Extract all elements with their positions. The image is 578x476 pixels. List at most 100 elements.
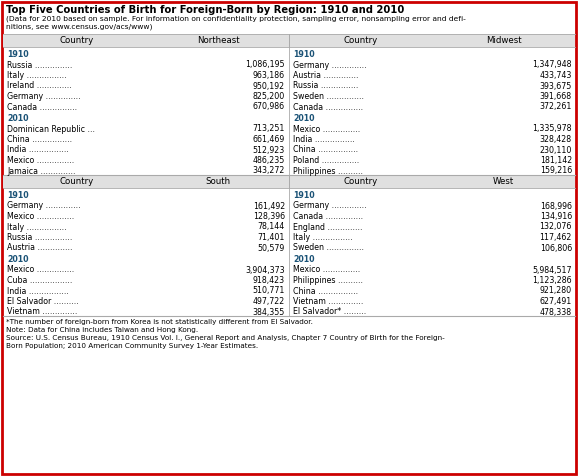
Text: Germany ..............: Germany .............. (7, 201, 80, 210)
Text: Country: Country (343, 36, 377, 45)
Text: Country: Country (60, 177, 94, 186)
Text: Russia ...............: Russia ............... (293, 81, 358, 90)
Text: Note: Data for China includes Taiwan and Hong Kong.: Note: Data for China includes Taiwan and… (6, 327, 198, 333)
Text: 1910: 1910 (293, 191, 314, 200)
Text: 128,396: 128,396 (253, 212, 285, 221)
Text: Northeast: Northeast (197, 36, 239, 45)
Text: India ................: India ................ (293, 135, 355, 144)
Text: *The number of foreign-born from Korea is not statistically different from El Sa: *The number of foreign-born from Korea i… (6, 319, 313, 325)
Text: Russia ...............: Russia ............... (7, 60, 72, 69)
Text: Canada ...............: Canada ............... (293, 102, 363, 111)
Text: 1,123,286: 1,123,286 (532, 276, 572, 285)
Text: Jamaica ..............: Jamaica .............. (7, 167, 76, 176)
Text: 372,261: 372,261 (540, 102, 572, 111)
Text: 1,086,195: 1,086,195 (246, 60, 285, 69)
Text: Born Population; 2010 American Community Survey 1-Year Estimates.: Born Population; 2010 American Community… (6, 343, 258, 349)
Text: 433,743: 433,743 (540, 71, 572, 80)
Text: 106,806: 106,806 (540, 244, 572, 252)
Text: Mexico ...............: Mexico ............... (7, 266, 74, 275)
Text: 921,280: 921,280 (540, 287, 572, 296)
Text: 168,996: 168,996 (540, 201, 572, 210)
Text: 2010: 2010 (7, 114, 28, 123)
Text: Vietnam ..............: Vietnam .............. (7, 307, 77, 317)
Text: Ireland ..............: Ireland .............. (7, 81, 72, 90)
Text: Sweden ...............: Sweden ............... (293, 92, 364, 101)
Text: 661,469: 661,469 (253, 135, 285, 144)
Text: Austria ..............: Austria .............. (293, 71, 358, 80)
Text: 384,355: 384,355 (253, 307, 285, 317)
Text: Country: Country (343, 177, 377, 186)
Text: Mexico ...............: Mexico ............... (293, 266, 360, 275)
Text: India ................: India ................ (7, 146, 69, 155)
Text: 512,923: 512,923 (253, 146, 285, 155)
Text: 1910: 1910 (293, 50, 314, 59)
Bar (3, 34, 575, 47)
Text: 825,200: 825,200 (253, 92, 285, 101)
Text: 510,771: 510,771 (253, 287, 285, 296)
Text: Russia ...............: Russia ............... (7, 233, 72, 242)
Text: 230,110: 230,110 (540, 146, 572, 155)
Text: Philippines ..........: Philippines .......... (293, 276, 363, 285)
Text: India ................: India ................ (7, 287, 69, 296)
Text: 159,216: 159,216 (540, 167, 572, 176)
Text: 134,916: 134,916 (540, 212, 572, 221)
Text: Vietnam ..............: Vietnam .............. (293, 297, 364, 306)
Text: 391,668: 391,668 (540, 92, 572, 101)
Text: Germany ..............: Germany .............. (293, 201, 366, 210)
Text: 181,142: 181,142 (540, 156, 572, 165)
Text: 963,186: 963,186 (253, 71, 285, 80)
Text: 78,144: 78,144 (258, 222, 285, 231)
Bar (3, 175, 575, 188)
Text: Mexico ...............: Mexico ............... (7, 212, 74, 221)
Text: Mexico ...............: Mexico ............... (293, 125, 360, 133)
Text: Country: Country (60, 36, 94, 45)
Text: Canada ...............: Canada ............... (293, 212, 363, 221)
Text: Canada ...............: Canada ............... (7, 102, 77, 111)
Text: (Data for 2010 based on sample. For information on confidentiality protection, s: (Data for 2010 based on sample. For info… (6, 16, 466, 30)
Text: Top Five Countries of Birth for Foreign-Born by Region: 1910 and 2010: Top Five Countries of Birth for Foreign-… (6, 5, 404, 15)
Text: South: South (206, 177, 231, 186)
Text: Germany ..............: Germany .............. (7, 92, 80, 101)
Text: Cuba .................: Cuba ................. (7, 276, 72, 285)
Text: 5,984,517: 5,984,517 (532, 266, 572, 275)
Text: Germany ..............: Germany .............. (293, 60, 366, 69)
Text: Poland ...............: Poland ............... (293, 156, 360, 165)
Text: El Salvador ..........: El Salvador .......... (7, 297, 79, 306)
Text: 71,401: 71,401 (258, 233, 285, 242)
Text: West: West (493, 177, 514, 186)
Text: Sweden ...............: Sweden ............... (293, 244, 364, 252)
Text: 2010: 2010 (293, 255, 314, 264)
Text: 497,722: 497,722 (253, 297, 285, 306)
Text: China ................: China ................ (293, 287, 358, 296)
Text: Philippines ..........: Philippines .......... (293, 167, 363, 176)
Text: 393,675: 393,675 (540, 81, 572, 90)
Text: England ..............: England .............. (293, 222, 362, 231)
Text: China ................: China ................ (7, 135, 72, 144)
Text: Italy ................: Italy ................ (7, 222, 66, 231)
Text: 1910: 1910 (7, 191, 29, 200)
Text: Dominican Republic ...: Dominican Republic ... (7, 125, 95, 133)
Text: 627,491: 627,491 (540, 297, 572, 306)
Text: 478,338: 478,338 (540, 307, 572, 317)
Text: 2010: 2010 (293, 114, 314, 123)
Text: Austria ..............: Austria .............. (7, 244, 72, 252)
Text: 161,492: 161,492 (253, 201, 285, 210)
Text: 2010: 2010 (7, 255, 28, 264)
Text: 486,235: 486,235 (253, 156, 285, 165)
Text: 328,428: 328,428 (540, 135, 572, 144)
Text: 950,192: 950,192 (253, 81, 285, 90)
Text: Italy ................: Italy ................ (7, 71, 66, 80)
Text: 918,423: 918,423 (253, 276, 285, 285)
Text: Italy ................: Italy ................ (293, 233, 353, 242)
Text: 117,462: 117,462 (540, 233, 572, 242)
Text: 670,986: 670,986 (253, 102, 285, 111)
Text: 1,347,948: 1,347,948 (532, 60, 572, 69)
Text: 1,335,978: 1,335,978 (532, 125, 572, 133)
Text: 50,579: 50,579 (258, 244, 285, 252)
Text: China ................: China ................ (293, 146, 358, 155)
Text: 1910: 1910 (7, 50, 29, 59)
Text: 343,272: 343,272 (253, 167, 285, 176)
Text: 3,904,373: 3,904,373 (246, 266, 285, 275)
Text: El Salvador* .........: El Salvador* ......... (293, 307, 366, 317)
Text: 713,251: 713,251 (253, 125, 285, 133)
